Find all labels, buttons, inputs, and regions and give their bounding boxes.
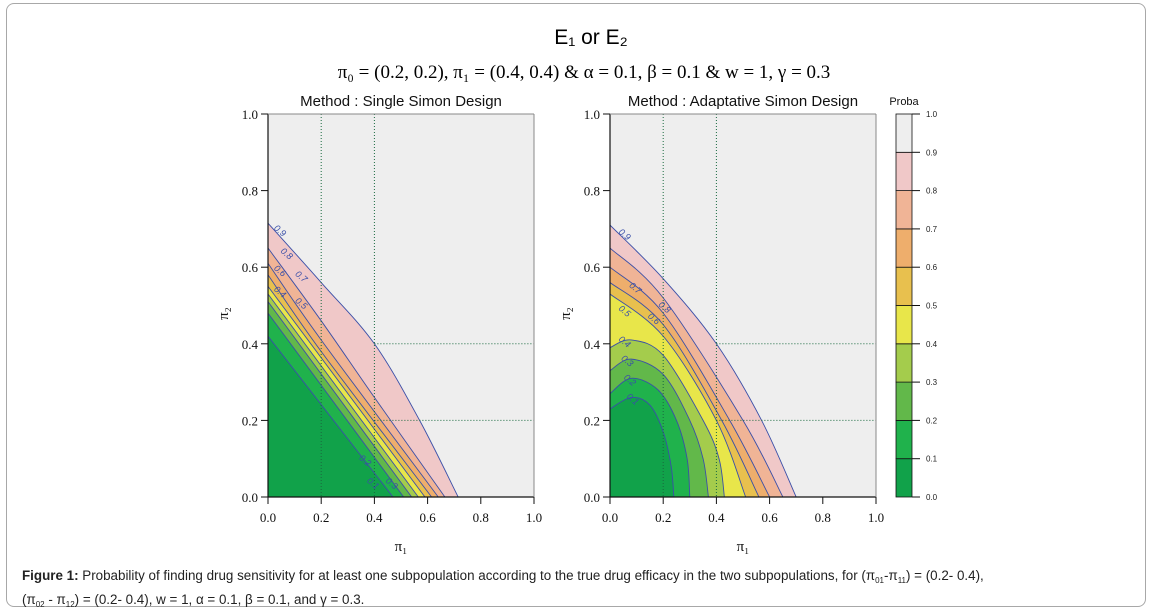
y-tick-label: 0.6 xyxy=(584,260,601,275)
contour-line-0.5 xyxy=(268,286,426,497)
contour-panel-1: 0.90.80.70.60.50.40.30.20.10.0 0.2 0.4 0.6 0… xyxy=(216,93,542,555)
contour-line-0.1 xyxy=(610,396,675,497)
colorbar-tick-label: 0.5 xyxy=(926,302,938,311)
contour-line-0.7 xyxy=(268,263,439,497)
y-tick-label: 0.4 xyxy=(584,337,601,352)
contour-line-0.3 xyxy=(610,358,709,497)
contour-line-0.7 xyxy=(610,266,770,497)
y-tick-label: 0.2 xyxy=(584,413,600,428)
contour-line-0.6 xyxy=(268,274,432,497)
colorbar-tick-label: 0.9 xyxy=(926,148,938,157)
contour-band-0.1 xyxy=(268,336,394,497)
colorbar-swatch xyxy=(895,113,913,153)
y-tick-label: 0.4 xyxy=(242,337,259,352)
colorbar-swatch xyxy=(895,305,913,345)
colorbar-tick-label: 0.8 xyxy=(926,187,938,196)
caption-text: -π xyxy=(883,568,898,583)
y-tick-label: 0.8 xyxy=(584,184,600,199)
contour-line-0.4 xyxy=(268,293,419,497)
y-tick-label: 0.8 xyxy=(242,184,258,199)
contour-panel-2: 0.90.80.70.60.50.40.30.20.10.0 0.2 0.4 0.6 0… xyxy=(558,93,884,555)
colorbar-tick-label: 0.0 xyxy=(926,493,938,502)
contour-band-0.1 xyxy=(610,397,674,497)
colorbar-tick-label: 0.1 xyxy=(926,455,938,464)
caption-subscript: 01 xyxy=(875,576,884,585)
caption-subscript: 02 xyxy=(35,600,45,609)
caption-label: Figure 1: xyxy=(22,568,79,583)
x-tick-label: 0.8 xyxy=(473,510,489,525)
contour-line-0.6 xyxy=(610,282,760,497)
contour-line-0.2 xyxy=(610,377,691,497)
colorbar-swatch xyxy=(895,228,913,268)
x-axis-label: π₁ xyxy=(395,539,408,555)
contour-line-0.4 xyxy=(610,339,725,497)
filled-regions xyxy=(610,225,797,497)
caption-text: - π xyxy=(44,592,66,607)
y-tick-label: 0.2 xyxy=(242,413,258,428)
caption-text: ) = (0.2- 0.4), w = 1, α = 0.1, β = 0.1,… xyxy=(74,592,365,607)
caption-text: (π xyxy=(22,592,36,607)
colorbar-swatch xyxy=(895,458,913,498)
panel-title: Method : Adaptative Simon Design xyxy=(628,93,858,110)
y-tick-label: 0.0 xyxy=(242,490,258,505)
y-tick-label: 1.0 xyxy=(242,107,258,122)
colorbar-title: Proba xyxy=(889,96,919,108)
figure-title: E₁ or E₂ xyxy=(554,26,628,49)
y-tick-label: 0.0 xyxy=(584,490,600,505)
colorbar-swatch xyxy=(895,190,913,230)
contour-line-0.8 xyxy=(610,247,784,497)
x-tick-label: 0.6 xyxy=(761,510,778,525)
y-axis-label: π₂ xyxy=(216,307,232,320)
colorbar-swatch xyxy=(895,381,913,421)
figure-caption: Figure 1: Probability of finding drug se… xyxy=(22,566,1142,614)
x-tick-label: 1.0 xyxy=(868,510,884,525)
x-axis-label: π₁ xyxy=(737,539,750,555)
colorbar-tick-label: 1.0 xyxy=(926,110,938,119)
contour-line-0.1 xyxy=(268,335,394,497)
colorbar-swatch xyxy=(895,151,913,192)
y-tick-label: 1.0 xyxy=(584,107,600,122)
x-tick-label: 0.2 xyxy=(313,510,329,525)
x-tick-label: 0.8 xyxy=(815,510,831,525)
colorbar-swatch xyxy=(895,343,913,383)
y-tick-label: 0.6 xyxy=(242,260,259,275)
caption-text: ) = (0.2- 0.4), xyxy=(906,568,984,583)
x-tick-label: 0.4 xyxy=(708,510,725,525)
figure-frame xyxy=(6,3,1146,607)
colorbar-swatch xyxy=(895,419,913,460)
contour-line-0.2 xyxy=(268,312,405,497)
caption-text: Probability of finding drug sensitivity … xyxy=(78,568,876,583)
colorbar-tick-label: 0.4 xyxy=(926,340,938,349)
x-tick-label: 0.0 xyxy=(260,510,276,525)
colorbar: 0.0 0.1 0.2 0.3 0.4 0.5 0.6 0.7 0.8 0.9 1.0 Proba xyxy=(889,96,937,502)
colorbar-swatch xyxy=(895,266,913,306)
colorbar-tick-label: 0.2 xyxy=(926,416,938,425)
x-tick-label: 0.4 xyxy=(366,510,383,525)
caption-subscript: 11 xyxy=(897,576,906,585)
colorbar-tick-label: 0.7 xyxy=(926,225,938,234)
colorbar-tick-label: 0.6 xyxy=(926,263,938,272)
contour-line-0.5 xyxy=(610,293,747,497)
x-tick-label: 0.0 xyxy=(602,510,618,525)
caption-subscript: 12 xyxy=(65,600,75,609)
contour-line-0.8 xyxy=(268,247,446,497)
panel-title: Method : Single Simon Design xyxy=(300,93,502,110)
contour-line-0.3 xyxy=(268,301,413,497)
x-tick-label: 0.2 xyxy=(655,510,671,525)
colorbar-tick-label: 0.3 xyxy=(926,378,938,387)
y-axis-label: π₂ xyxy=(558,307,574,320)
x-tick-label: 1.0 xyxy=(526,510,542,525)
x-tick-label: 0.6 xyxy=(419,510,436,525)
figure-subtitle: π₀ = (0.2, 0.2), π₁ = (0.4, 0.4) & α = 0… xyxy=(338,62,831,83)
